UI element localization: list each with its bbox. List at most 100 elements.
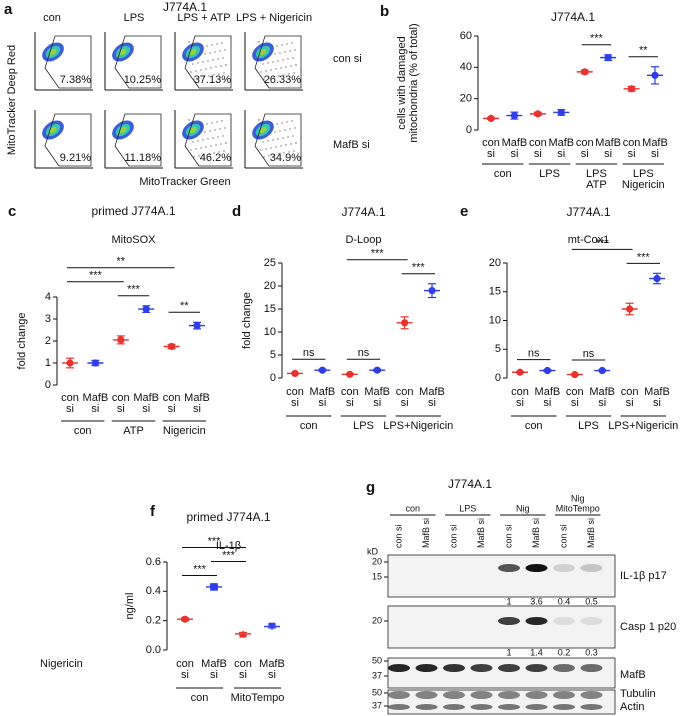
scatter-dot bbox=[210, 67, 212, 69]
gate-percentage: 11.18% bbox=[125, 152, 162, 164]
band bbox=[415, 664, 438, 672]
panel-letter: c bbox=[8, 203, 16, 220]
scatter-dot bbox=[267, 140, 269, 142]
band bbox=[498, 691, 520, 699]
marker bbox=[268, 622, 276, 631]
marker bbox=[543, 366, 552, 375]
scatter-dot bbox=[262, 63, 264, 65]
scatter-dot bbox=[282, 137, 284, 139]
scatter-dot bbox=[279, 130, 281, 132]
x-tick-label: si bbox=[373, 397, 381, 409]
band bbox=[498, 564, 520, 572]
band bbox=[498, 664, 520, 672]
y-tick-label: 0 bbox=[270, 372, 276, 384]
x-tick-label: con bbox=[163, 392, 181, 404]
blot-label: IL-1β p17 bbox=[620, 570, 667, 582]
quant-label: 0.3 bbox=[585, 647, 598, 657]
scatter-dot bbox=[222, 57, 224, 59]
scatter-dot bbox=[224, 49, 226, 51]
y-tick-label: 15 bbox=[489, 286, 501, 298]
scatter-dot bbox=[267, 62, 269, 64]
marker bbox=[626, 305, 634, 313]
lane-label: con si bbox=[448, 524, 458, 548]
density bbox=[259, 126, 267, 134]
y-tick-label: 0.4 bbox=[146, 585, 161, 597]
column-label: LPS bbox=[124, 12, 145, 24]
scatter-dot bbox=[217, 136, 219, 138]
significance-label: *** bbox=[222, 549, 236, 561]
significance-label: ** bbox=[639, 45, 648, 57]
x-tick-label: si bbox=[181, 669, 189, 681]
marker bbox=[373, 366, 381, 374]
x-tick-label: si bbox=[401, 397, 409, 409]
scatter-dot bbox=[188, 119, 190, 121]
scatter-dot bbox=[258, 119, 260, 121]
x-tick-label: MafB bbox=[502, 137, 528, 149]
y-tick-label: 0 bbox=[45, 379, 51, 391]
scatter-dot bbox=[198, 155, 200, 157]
x-tick-label: MafB bbox=[83, 392, 109, 404]
density bbox=[119, 48, 127, 56]
band bbox=[553, 691, 575, 699]
scatter-dot bbox=[188, 41, 190, 43]
band bbox=[525, 704, 548, 710]
mw-label: 15 bbox=[372, 571, 382, 581]
scatter-dot bbox=[219, 50, 221, 52]
marker bbox=[557, 108, 565, 117]
band bbox=[525, 617, 548, 625]
scatter-dot bbox=[206, 45, 208, 47]
marker bbox=[516, 368, 524, 376]
scatter-dot bbox=[215, 144, 217, 146]
band bbox=[443, 664, 465, 672]
x-tick-label: si bbox=[318, 397, 326, 409]
significance-label: *** bbox=[208, 535, 222, 547]
y-tick-label: 15 bbox=[264, 303, 276, 315]
scatter-dot bbox=[279, 52, 281, 54]
x-tick-label: con bbox=[112, 392, 130, 404]
significance-label: ns bbox=[358, 347, 370, 359]
marker bbox=[581, 68, 589, 76]
marker bbox=[66, 359, 74, 367]
chart-subtitle: D-Loop bbox=[345, 234, 381, 246]
scatter-dot bbox=[289, 128, 291, 130]
scatter-dot bbox=[211, 122, 213, 124]
scatter-dot bbox=[280, 67, 282, 69]
lane-label: con si bbox=[393, 524, 403, 548]
group-label: ATP bbox=[123, 425, 144, 437]
y-axis-label: cells with damaged bbox=[396, 36, 408, 130]
x-tick-label: si bbox=[626, 397, 634, 409]
x-tick-label: con bbox=[396, 386, 414, 398]
band bbox=[443, 704, 465, 710]
scatter-dot bbox=[220, 143, 222, 145]
blot-label: Casp 1 p20 bbox=[620, 621, 676, 633]
y-tick-label: 1 bbox=[45, 357, 51, 369]
x-tick-label: si bbox=[651, 148, 659, 160]
band bbox=[470, 664, 493, 672]
group-label: LPS bbox=[539, 168, 560, 180]
chart-subtitle: mt-Cox1 bbox=[568, 234, 610, 246]
x-tick-label: si bbox=[543, 397, 551, 409]
marker bbox=[291, 369, 299, 377]
y-tick-label: 3 bbox=[45, 313, 51, 325]
x-tick-label: MafB bbox=[595, 137, 621, 149]
x-tick-label: MafB bbox=[184, 392, 210, 404]
chart-title: J774A.1 bbox=[551, 10, 595, 24]
scatter-dot bbox=[192, 141, 194, 143]
scatter-dot bbox=[284, 51, 286, 53]
marker bbox=[193, 322, 201, 330]
x-tick-label: si bbox=[346, 397, 354, 409]
chart-title: J774A.1 bbox=[566, 205, 610, 219]
marker bbox=[510, 111, 519, 120]
x-tick-label: si bbox=[653, 397, 661, 409]
scatter-dot bbox=[265, 148, 267, 150]
scatter-dot bbox=[204, 53, 206, 55]
y-tick-label: 0 bbox=[466, 124, 472, 136]
band bbox=[553, 564, 575, 572]
scatter-dot bbox=[274, 53, 276, 55]
quant-label: 0.4 bbox=[558, 596, 571, 606]
mw-label: 50 bbox=[372, 687, 382, 697]
group-label: LPS bbox=[586, 168, 607, 180]
x-tick-label: si bbox=[210, 669, 218, 681]
y-tick-label: 20 bbox=[264, 280, 276, 292]
x-tick-label: si bbox=[193, 403, 201, 415]
